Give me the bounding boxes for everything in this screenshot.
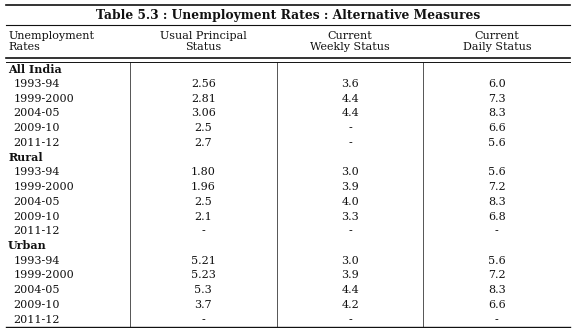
Text: 5.6: 5.6 bbox=[488, 167, 506, 177]
Text: 2011-12: 2011-12 bbox=[13, 315, 60, 325]
Text: 1.96: 1.96 bbox=[191, 182, 216, 192]
Text: 6.6: 6.6 bbox=[488, 300, 506, 310]
Text: 5.21: 5.21 bbox=[191, 256, 216, 266]
Text: 4.4: 4.4 bbox=[341, 285, 359, 295]
Text: 1999-2000: 1999-2000 bbox=[13, 271, 74, 280]
Text: Unemployment
Rates: Unemployment Rates bbox=[8, 31, 94, 52]
Text: 1.80: 1.80 bbox=[191, 167, 216, 177]
Text: -: - bbox=[348, 226, 352, 236]
Text: 2.81: 2.81 bbox=[191, 94, 216, 104]
Text: -: - bbox=[202, 226, 205, 236]
Text: 3.0: 3.0 bbox=[341, 256, 359, 266]
Text: 5.3: 5.3 bbox=[195, 285, 212, 295]
Text: Current
Daily Status: Current Daily Status bbox=[463, 31, 531, 52]
Text: Current
Weekly Status: Current Weekly Status bbox=[310, 31, 390, 52]
Text: 1993-94: 1993-94 bbox=[13, 167, 60, 177]
Text: Rural: Rural bbox=[8, 152, 43, 163]
Text: 2004-05: 2004-05 bbox=[13, 108, 60, 118]
Text: 7.2: 7.2 bbox=[488, 271, 506, 280]
Text: 2.56: 2.56 bbox=[191, 79, 216, 89]
Text: Urban: Urban bbox=[8, 240, 47, 252]
Text: 3.3: 3.3 bbox=[341, 212, 359, 221]
Text: 2009-10: 2009-10 bbox=[13, 212, 60, 221]
Text: 4.0: 4.0 bbox=[341, 197, 359, 207]
Text: 5.6: 5.6 bbox=[488, 138, 506, 148]
Text: 3.9: 3.9 bbox=[341, 182, 359, 192]
Text: 1993-94: 1993-94 bbox=[13, 79, 60, 89]
Text: 2009-10: 2009-10 bbox=[13, 123, 60, 133]
Text: 8.3: 8.3 bbox=[488, 285, 506, 295]
Text: 6.6: 6.6 bbox=[488, 123, 506, 133]
Text: 2004-05: 2004-05 bbox=[13, 197, 60, 207]
Text: 2.7: 2.7 bbox=[195, 138, 212, 148]
Text: 6.0: 6.0 bbox=[488, 79, 506, 89]
Text: 3.7: 3.7 bbox=[195, 300, 212, 310]
Text: 7.2: 7.2 bbox=[488, 182, 506, 192]
Text: 2.5: 2.5 bbox=[195, 123, 212, 133]
Text: 3.0: 3.0 bbox=[341, 167, 359, 177]
Text: 2.1: 2.1 bbox=[195, 212, 212, 221]
Text: 6.8: 6.8 bbox=[488, 212, 506, 221]
Text: -: - bbox=[348, 138, 352, 148]
Text: 1999-2000: 1999-2000 bbox=[13, 94, 74, 104]
Text: -: - bbox=[495, 226, 499, 236]
Text: 8.3: 8.3 bbox=[488, 108, 506, 118]
Text: 2011-12: 2011-12 bbox=[13, 138, 60, 148]
Text: Usual Principal
Status: Usual Principal Status bbox=[160, 31, 247, 52]
Text: -: - bbox=[202, 315, 205, 325]
Text: 3.9: 3.9 bbox=[341, 271, 359, 280]
Text: -: - bbox=[348, 315, 352, 325]
Text: 7.3: 7.3 bbox=[488, 94, 506, 104]
Text: 5.6: 5.6 bbox=[488, 256, 506, 266]
Text: -: - bbox=[348, 123, 352, 133]
Text: 8.3: 8.3 bbox=[488, 197, 506, 207]
Text: 1993-94: 1993-94 bbox=[13, 256, 60, 266]
Text: 4.2: 4.2 bbox=[341, 300, 359, 310]
Text: 1999-2000: 1999-2000 bbox=[13, 182, 74, 192]
Text: 2009-10: 2009-10 bbox=[13, 300, 60, 310]
Text: 4.4: 4.4 bbox=[341, 108, 359, 118]
Text: 2011-12: 2011-12 bbox=[13, 226, 60, 236]
Text: 2.5: 2.5 bbox=[195, 197, 212, 207]
Text: Table 5.3 : Unemployment Rates : Alternative Measures: Table 5.3 : Unemployment Rates : Alterna… bbox=[96, 9, 480, 22]
Text: 3.06: 3.06 bbox=[191, 108, 216, 118]
Text: 5.23: 5.23 bbox=[191, 271, 216, 280]
Text: 4.4: 4.4 bbox=[341, 94, 359, 104]
Text: All India: All India bbox=[8, 64, 62, 75]
Text: -: - bbox=[495, 315, 499, 325]
Text: 2004-05: 2004-05 bbox=[13, 285, 60, 295]
Text: 3.6: 3.6 bbox=[341, 79, 359, 89]
